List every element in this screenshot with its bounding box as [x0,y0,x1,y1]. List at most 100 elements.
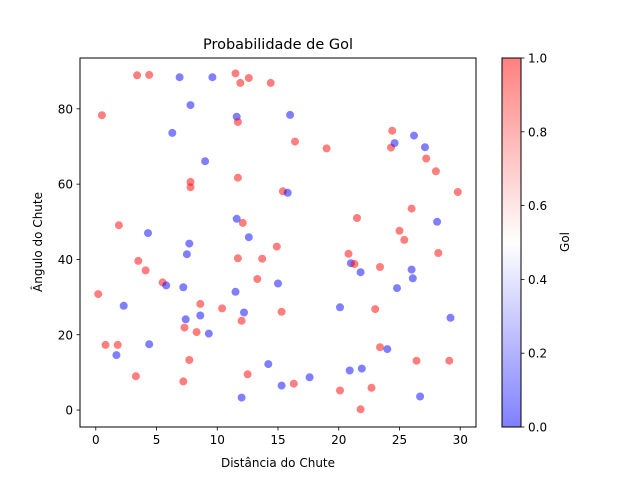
data-point-57 [162,281,171,290]
y-tick-label: 40 [58,253,73,267]
data-point-59 [274,279,282,288]
x-tick-label: 5 [153,433,161,447]
data-point-12 [286,110,295,119]
colorbar-tick-label: 0.6 [528,199,547,213]
data-point-32 [238,218,247,227]
chart-title: Probabilidade de Gol [203,37,353,53]
data-point-28 [283,188,292,197]
data-point-78 [113,340,122,349]
data-point-53 [407,265,416,274]
data-point-63 [119,301,128,310]
data-point-5 [244,74,253,82]
data-point-94 [289,379,298,388]
data-point-31 [232,214,241,223]
data-point-46 [434,249,443,257]
data-point-9 [186,101,195,110]
data-point-11 [233,118,242,126]
data-point-19 [390,139,399,148]
data-point-51 [356,268,365,277]
y-tick-label: 80 [58,102,73,116]
x-tick-label: 0 [92,433,100,447]
colorbar-tick-label: 0.2 [528,347,547,361]
data-point-42 [182,250,191,259]
data-point-75 [192,328,201,337]
data-point-30 [407,204,416,213]
data-point-97 [237,393,246,402]
data-point-36 [144,229,152,238]
data-point-69 [277,307,286,316]
x-tick-label: 15 [270,433,285,447]
data-point-0 [133,71,142,80]
data-point-87 [345,366,354,375]
data-point-21 [201,157,210,166]
data-point-54 [408,274,417,283]
data-point-37 [244,233,253,242]
data-point-44 [258,254,267,263]
data-point-14 [291,137,299,146]
x-tick-label: 10 [210,433,225,447]
data-point-88 [357,364,366,373]
data-point-73 [446,313,455,322]
y-tick-label: 20 [58,328,73,342]
data-point-50 [141,266,150,275]
data-point-81 [185,356,194,364]
colorbar-frame [501,57,522,428]
data-point-22 [422,154,431,163]
colorbar [502,58,521,427]
colorbar-axis: 0.0 0.2 0.4 0.6 0.8 1.0 [521,52,547,435]
data-point-7 [266,78,275,87]
data-point-96 [367,383,376,392]
data-point-76 [204,329,213,338]
data-point-1 [145,70,154,79]
data-point-85 [412,356,421,365]
data-point-72 [237,316,246,325]
colorbar-tick-label: 0.0 [528,421,547,435]
x-tick-label: 25 [392,433,407,447]
plot-frame [79,57,477,428]
colorbar-tick-label: 1.0 [528,52,547,66]
data-point-49 [350,260,359,268]
colorbar-label: Gol [558,232,572,252]
data-point-65 [218,304,227,313]
data-point-55 [253,275,262,283]
data-point-4 [231,69,240,78]
data-point-84 [383,345,392,354]
data-point-29 [453,188,462,196]
data-point-74 [180,323,189,332]
data-point-52 [376,263,384,271]
y-axis-label: Ângulo do Chute [30,192,45,292]
data-point-71 [181,315,190,324]
data-point-99 [356,405,365,414]
data-point-43 [233,254,242,263]
data-point-33 [353,214,361,222]
x-axis-label: Distância do Chute [221,456,335,470]
data-point-68 [240,308,248,317]
data-point-41 [272,242,281,251]
data-point-13 [168,128,177,137]
data-point-61 [94,290,103,299]
x-tick-label: 20 [331,433,346,447]
data-point-2 [175,73,184,82]
data-point-83 [376,343,384,352]
data-point-95 [336,386,344,395]
data-point-58 [179,283,188,292]
data-point-89 [131,372,140,381]
data-point-15 [322,144,331,153]
data-point-8 [97,111,106,120]
data-point-20 [421,143,429,152]
data-point-70 [196,311,205,320]
data-point-93 [277,381,286,390]
data-point-66 [336,303,344,312]
colorbar-tick-label: 0.4 [528,273,547,287]
x-axis: 0 5 10 15 20 25 30 [92,427,468,447]
data-point-86 [445,356,454,365]
data-point-91 [305,373,314,382]
data-point-23 [431,167,440,176]
data-point-82 [264,360,273,369]
data-point-67 [371,305,380,314]
data-point-6 [236,78,245,87]
data-point-17 [410,131,418,140]
data-point-35 [114,221,123,230]
data-point-80 [112,351,121,360]
